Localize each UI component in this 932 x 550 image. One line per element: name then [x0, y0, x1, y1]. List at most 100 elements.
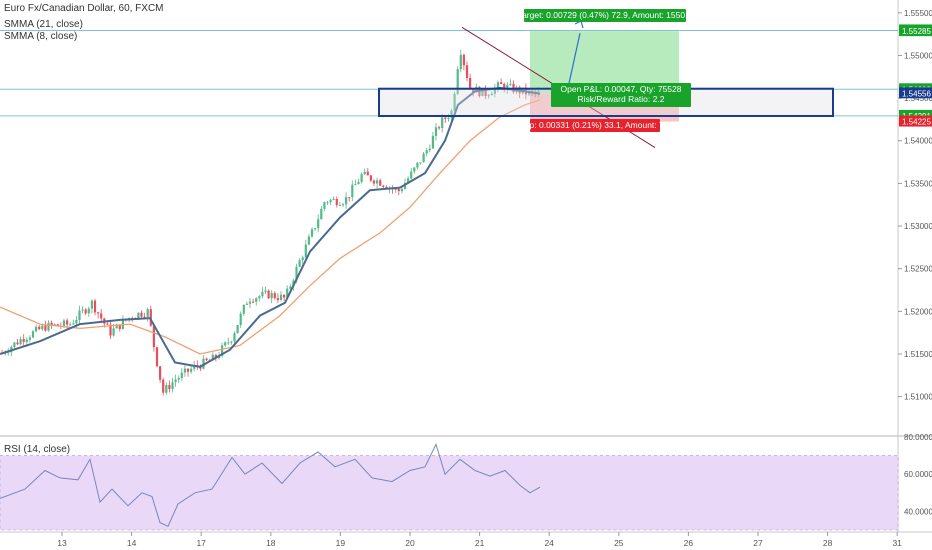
candle-body — [410, 171, 413, 179]
candle-body — [72, 323, 75, 325]
candle-body — [397, 188, 400, 192]
candle-body — [360, 174, 363, 182]
candle-body — [506, 84, 509, 90]
candle-body — [283, 294, 286, 298]
x-tick-label: 31 — [892, 538, 902, 548]
projection-arrowhead — [574, 20, 584, 29]
rsi-band — [0, 455, 899, 531]
candle-body — [109, 324, 112, 336]
candle-body — [472, 88, 475, 93]
candle-body — [372, 180, 376, 184]
candle-body — [87, 308, 90, 314]
candle-body — [413, 167, 416, 172]
candle-body — [211, 354, 214, 361]
candle-body — [416, 162, 419, 168]
open-pnl-label-box — [551, 83, 691, 107]
y-tick-label: 1.55500 — [904, 9, 932, 18]
candle-body — [47, 322, 50, 331]
candle-body — [369, 175, 372, 181]
candle-body — [453, 93, 456, 111]
candle-body — [447, 117, 450, 119]
candle-body — [484, 88, 487, 97]
candle-body — [115, 324, 118, 329]
y-tick-label: 1.54500 — [904, 94, 932, 103]
candle-body — [193, 364, 196, 369]
candle-body — [509, 83, 512, 85]
stop-label-text: Stop: 0.00331 (0.21%) 33.1, Amount: 750 — [517, 120, 674, 130]
x-tick-label: 20 — [405, 538, 415, 548]
y-tick-label: 1.51500 — [904, 350, 932, 359]
candle-body — [227, 342, 230, 344]
stop-label-box — [530, 119, 660, 132]
target-label-text: Target: 0.00729 (0.47%) 72.9, Amount: 15… — [518, 10, 693, 20]
y-tick-label: 1.54000 — [904, 137, 932, 146]
candle-body — [186, 368, 190, 372]
candle-body — [16, 342, 19, 345]
candle-body — [13, 342, 16, 347]
smma21-legend: SMMA (21, close) — [4, 19, 83, 30]
candle-body — [261, 291, 264, 297]
y-tick-label: 1.51000 — [904, 393, 932, 402]
candle-body — [90, 300, 93, 309]
candle-body — [366, 171, 369, 176]
candle-body — [323, 202, 326, 209]
candle-body — [81, 309, 84, 311]
candle-body — [35, 326, 38, 332]
x-tick-label: 24 — [544, 538, 554, 548]
candle-body — [140, 312, 143, 317]
candle-body — [376, 180, 379, 184]
candle-body — [183, 368, 186, 373]
candle-body — [168, 385, 171, 390]
candle-body — [329, 199, 332, 203]
candle-body — [56, 324, 59, 326]
candle-body — [118, 324, 121, 329]
candle-body — [450, 110, 453, 118]
x-tick-label: 25 — [614, 538, 624, 548]
candle-body — [97, 312, 100, 314]
candle-body — [165, 385, 168, 393]
candle-body — [490, 93, 493, 96]
chart-title: Euro Fx/Canadian Dollar, 60, FXCM — [4, 3, 164, 14]
candle-body — [298, 260, 301, 267]
candle-body — [75, 320, 78, 324]
candle-body — [382, 185, 385, 187]
candle-body — [493, 87, 496, 94]
candle-body — [149, 309, 152, 326]
x-tick-label: 21 — [475, 538, 485, 548]
candle-body — [230, 341, 233, 343]
candle-body — [264, 290, 267, 292]
candle-body — [100, 313, 103, 319]
candle-body — [239, 313, 242, 326]
candle-body — [379, 180, 382, 186]
candle-body — [106, 323, 109, 325]
candle-body — [363, 171, 366, 175]
smma8-line — [0, 86, 541, 368]
candle-body — [295, 266, 298, 281]
candle-body — [286, 288, 289, 298]
candle-body — [307, 236, 310, 245]
x-tick-label: 28 — [823, 538, 833, 548]
candle-body — [469, 78, 472, 89]
candle-body — [326, 202, 329, 204]
candle-body — [146, 309, 149, 317]
price-label-box — [899, 109, 932, 121]
candle-body — [44, 325, 47, 331]
candle-body — [224, 342, 227, 346]
candle-body — [351, 184, 354, 198]
candle-body — [78, 310, 81, 321]
candle-body — [19, 339, 22, 345]
candle-body — [69, 324, 72, 326]
candle-body — [425, 150, 428, 154]
candle-body — [338, 205, 341, 207]
projection-arrow — [567, 33, 581, 88]
x-tick-label: 19 — [336, 538, 346, 548]
candle-body — [62, 320, 66, 326]
candle-body — [407, 178, 410, 183]
y-tick-label: 1.53000 — [904, 222, 932, 231]
candle-body — [248, 301, 252, 304]
candle-body — [155, 347, 159, 367]
candle-body — [267, 290, 270, 299]
candle-body — [137, 312, 140, 319]
x-tick-label: 13 — [57, 538, 67, 548]
